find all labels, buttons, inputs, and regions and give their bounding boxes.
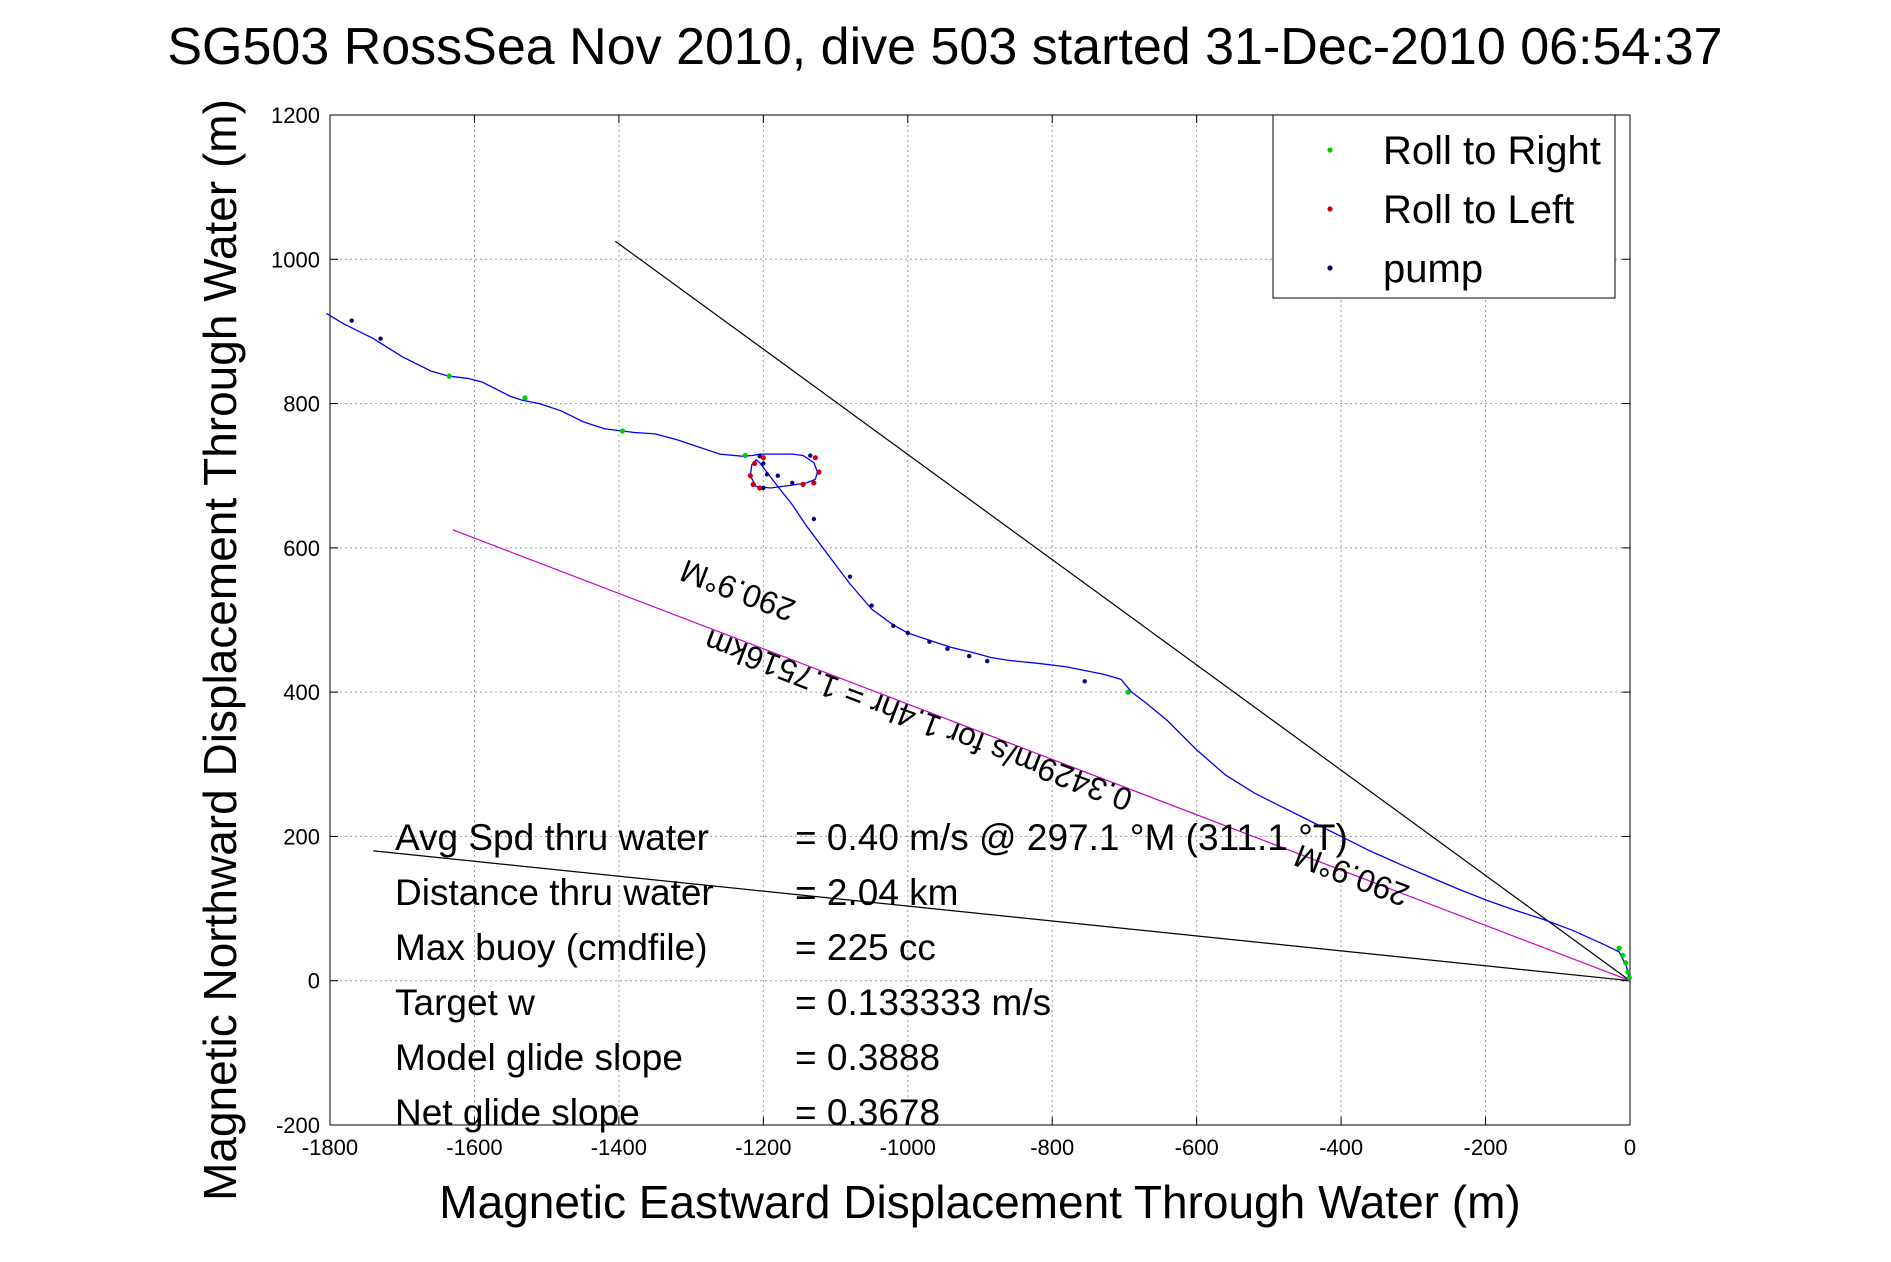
pump-point bbox=[764, 472, 770, 477]
x-tick-label: -1200 bbox=[735, 1135, 791, 1160]
x-tick-label: -1000 bbox=[880, 1135, 936, 1160]
stat-label: Distance thru water bbox=[395, 872, 714, 913]
axis-ticks: -1800 -1600 -1400 -1200 -1000 -800 -600 -400 -20… bbox=[271, 103, 1636, 1160]
stat-value: = 0.3888 bbox=[795, 1037, 940, 1078]
y-axis-title: Magnetic Northward Displacement Through … bbox=[194, 99, 246, 1201]
legend: Roll to Right Roll to Left pump bbox=[1272, 114, 1616, 299]
roll-right-point bbox=[1125, 689, 1131, 695]
roll-left-point bbox=[750, 481, 756, 487]
x-tick-label: -200 bbox=[1464, 1135, 1508, 1160]
y-tick-label: 1200 bbox=[271, 103, 320, 128]
pump-point bbox=[985, 658, 990, 664]
roll-left-point bbox=[760, 455, 766, 461]
heading-lines bbox=[373, 240, 1631, 982]
pump-point bbox=[761, 461, 766, 466]
x-tick-label: -1600 bbox=[446, 1135, 502, 1160]
roll-left-point bbox=[800, 481, 806, 487]
track-layer bbox=[326, 312, 1631, 981]
heading-line bbox=[452, 529, 1631, 982]
stat-label: Max buoy (cmdfile) bbox=[395, 927, 708, 968]
roll-left-point bbox=[812, 455, 818, 461]
roll-right-point bbox=[1623, 960, 1629, 966]
pump-point bbox=[891, 623, 896, 628]
stat-label: Target w bbox=[395, 982, 535, 1023]
pump-point bbox=[1082, 679, 1087, 684]
roll-right-point bbox=[619, 428, 626, 434]
legend-label: Roll to Left bbox=[1383, 188, 1574, 232]
dive-track-line bbox=[326, 312, 1631, 981]
roll-left-point bbox=[816, 469, 822, 475]
x-tick-label: -600 bbox=[1175, 1135, 1219, 1160]
pump-point bbox=[905, 630, 910, 636]
y-tick-label: -200 bbox=[276, 1113, 320, 1138]
x-tick-label: 0 bbox=[1624, 1135, 1636, 1160]
pump-point bbox=[869, 603, 874, 608]
pump-point bbox=[966, 653, 972, 659]
legend-label: Roll to Right bbox=[1383, 129, 1601, 173]
roll-right-point bbox=[1626, 975, 1632, 981]
pump-point bbox=[811, 516, 817, 522]
y-tick-label: 600 bbox=[283, 536, 320, 561]
stat-label: Model glide slope bbox=[395, 1037, 683, 1078]
roll-right-point bbox=[742, 452, 748, 459]
stat-label: Avg Spd thru water bbox=[395, 817, 709, 858]
y-tick-label: 0 bbox=[308, 969, 320, 994]
stat-value: = 2.04 km bbox=[795, 872, 959, 913]
x-tick-label: -400 bbox=[1319, 1135, 1363, 1160]
roll-right-point bbox=[446, 373, 452, 379]
roll-left-point bbox=[752, 460, 758, 467]
marker-layer bbox=[349, 318, 1632, 981]
pump-point bbox=[378, 336, 383, 341]
stats-block: Avg Spd thru water = 0.40 m/s @ 297.1 °M … bbox=[395, 817, 1348, 1133]
pump-point bbox=[761, 485, 766, 491]
stat-label: Net glide slope bbox=[395, 1092, 640, 1133]
legend-marker bbox=[1327, 147, 1333, 153]
y-tick-label: 1000 bbox=[271, 247, 320, 272]
roll-right-point bbox=[522, 395, 528, 401]
chart-title: SG503 RossSea Nov 2010, dive 503 started… bbox=[167, 18, 1722, 76]
grid-lines bbox=[330, 115, 1630, 1125]
pump-point bbox=[757, 454, 762, 459]
pump-point bbox=[927, 639, 932, 644]
legend-label: pump bbox=[1383, 247, 1483, 291]
y-tick-label: 800 bbox=[283, 392, 320, 417]
roll-right-point bbox=[1616, 945, 1622, 951]
heading-line bbox=[614, 240, 1631, 982]
roll-right-point bbox=[1625, 969, 1631, 975]
legend-marker bbox=[1327, 265, 1333, 271]
pump-point bbox=[790, 480, 795, 486]
pump-point bbox=[847, 574, 853, 579]
pump-point bbox=[349, 318, 354, 323]
pump-point bbox=[775, 473, 780, 478]
stat-value: = 0.133333 m/s bbox=[795, 982, 1051, 1023]
x-axis-title: Magnetic Eastward Displacement Through W… bbox=[439, 1176, 1520, 1228]
heading-line bbox=[373, 850, 1631, 982]
stat-value: = 0.40 m/s @ 297.1 °M (311.1 °T) bbox=[795, 817, 1348, 858]
legend-marker bbox=[1327, 206, 1333, 212]
x-tick-label: -1800 bbox=[302, 1135, 358, 1160]
x-tick-label: -1400 bbox=[591, 1135, 647, 1160]
roll-left-point bbox=[811, 480, 817, 486]
pump-point bbox=[808, 453, 813, 458]
roll-right-point bbox=[1620, 952, 1626, 959]
pump-point bbox=[945, 646, 950, 652]
x-tick-label: -800 bbox=[1030, 1135, 1074, 1160]
y-tick-label: 400 bbox=[283, 680, 320, 705]
roll-left-point bbox=[747, 473, 753, 479]
y-tick-label: 200 bbox=[283, 824, 320, 849]
stat-value: = 0.3678 bbox=[795, 1092, 940, 1133]
roll-left-point bbox=[757, 485, 763, 491]
stat-value: = 225 cc bbox=[795, 927, 936, 968]
